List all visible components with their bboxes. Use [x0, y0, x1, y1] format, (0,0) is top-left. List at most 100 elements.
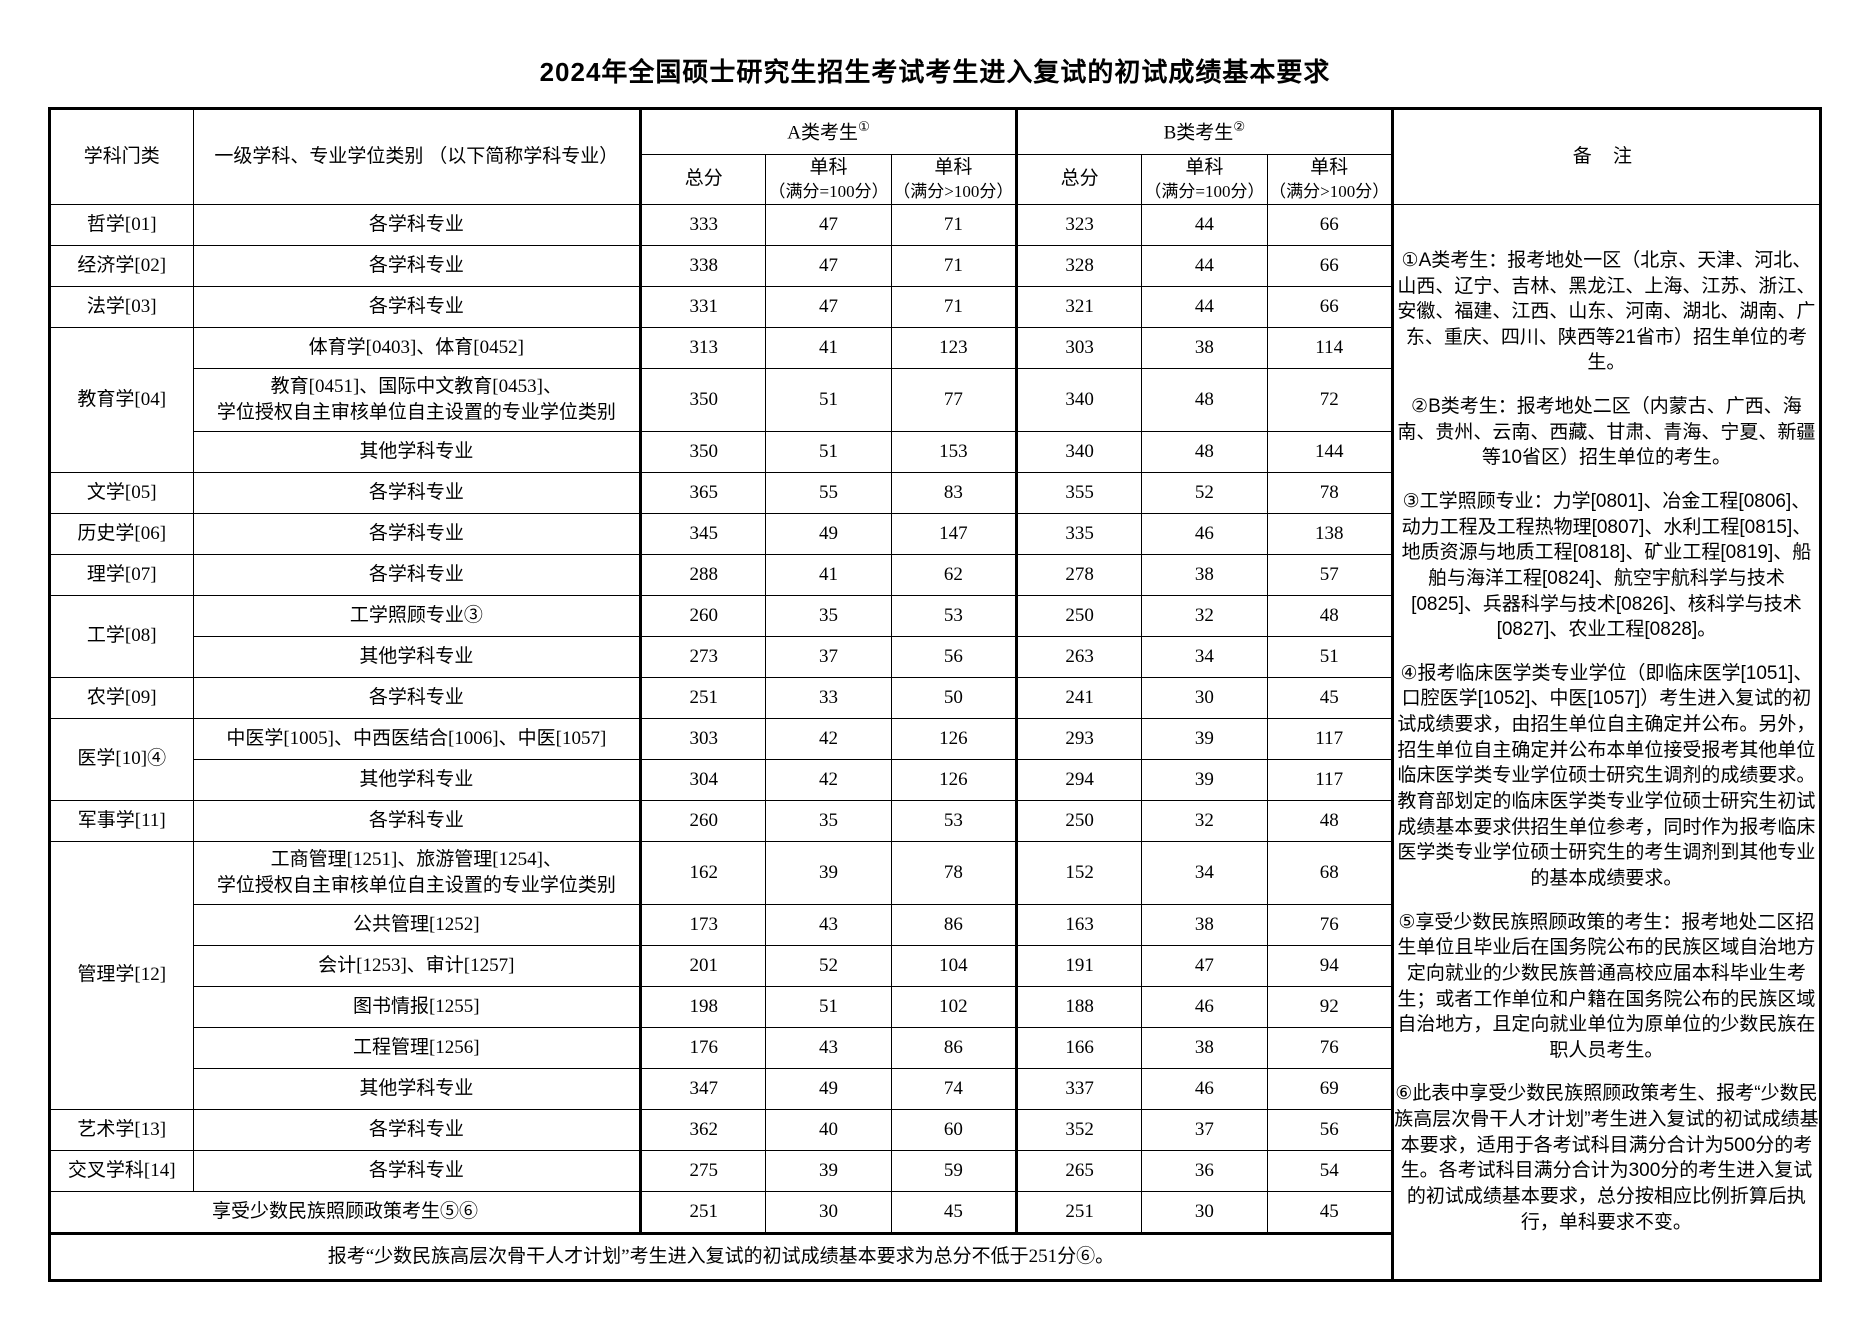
score-b-single-eq: 46 [1141, 985, 1268, 1028]
score-b-single-eq: 38 [1141, 1026, 1268, 1069]
page-title: 2024年全国硕士研究生招生考试考生进入复试的初试成绩基本要求 [539, 57, 1331, 87]
score-table-container: 学科门类 一级学科、专业学位类别 （以下简称学科专业） A类考生① B类考生② … [0, 107, 1870, 1282]
score-a-single-eq: 51 [765, 985, 892, 1028]
remarks-cell: ①A类考生：报考地处一区（北京、天津、河北、山西、辽宁、吉林、黑龙江、上海、江苏… [1391, 203, 1822, 1281]
score-a-total: 304 [640, 758, 767, 801]
score-b-single-eq: 39 [1141, 717, 1268, 760]
category-cell: 医学[10]④ [49, 717, 194, 801]
score-b-single-eq: 44 [1141, 203, 1268, 246]
major-cell: 会计[1253]、审计[1257] [192, 944, 643, 987]
major-cell: 工程管理[1256] [192, 1026, 643, 1069]
major-line: 各学科专业 [368, 563, 464, 585]
header-row-sub: 总分 单科 （满分=100分） 单科 （满分>100分） 总分 单科 （满分=1… [50, 154, 1821, 205]
score-a-total: 345 [640, 512, 767, 555]
score-b-single-gt: 76 [1266, 1026, 1394, 1069]
score-a-single-gt: 123 [890, 326, 1018, 369]
table-row: 教育学[04] 体育学[0403]、体育[0452] 313 41 123 303 38 11… [49, 326, 1821, 473]
table-row: 工程管理[1256] 176 43 86 166 38 76 [50, 1026, 1821, 1069]
major-line: 图书情报[1255] [352, 995, 480, 1017]
header-group-b-sup: ② [1233, 119, 1246, 135]
score-a-single-gt: 83 [890, 471, 1018, 514]
score-b-total: 355 [1015, 471, 1143, 514]
major-line: 工商管理[1251]、旅游管理[1254]、 [270, 848, 562, 870]
score-b-single-gt: 117 [1266, 758, 1394, 801]
score-b-total: 265 [1015, 1149, 1143, 1192]
table-body: 哲学[01] 各学科专业 333 47 71 323 44 66 ①A类考生：报考地处一区（北京… [48, 203, 1822, 1281]
table-row: 法学[03] 各学科专业 331 47 71 321 44 66 [49, 285, 1821, 328]
major-line: 其他学科专业 [359, 645, 474, 667]
score-b-single-gt: 48 [1266, 594, 1394, 637]
header-b-single-gt: 单科 （满分>100分） [1266, 154, 1394, 205]
score-a-total: 362 [640, 1108, 767, 1151]
score-b-total: 340 [1015, 367, 1143, 432]
table-row: 其他学科专业 304 42 126 294 39 117 [50, 758, 1821, 801]
score-b-total: 250 [1015, 799, 1143, 842]
category-cell: 工学[08] [49, 594, 194, 678]
score-b-single-eq: 38 [1141, 326, 1268, 369]
score-b-total: 166 [1015, 1026, 1143, 1069]
major-cell: 各学科专业 [192, 512, 643, 555]
category-cell: 经济学[02] [49, 244, 194, 287]
category-cell: 理学[07] [49, 553, 194, 596]
score-a-single-gt: 56 [890, 635, 1018, 678]
header-b-single-eq-l2: （满分=100分） [1144, 181, 1265, 201]
score-b-total: 352 [1015, 1108, 1143, 1151]
score-b-single-gt: 138 [1266, 512, 1394, 555]
table-row: 享受少数民族照顾政策考生⑤⑥ 251 30 45 251 30 45 [48, 1190, 1821, 1235]
major-cell: 工学照顾专业③ [192, 594, 643, 637]
score-a-single-gt: 102 [890, 985, 1018, 1028]
score-a-single-eq: 55 [765, 471, 892, 514]
major-line: 公共管理[1252] [352, 913, 480, 935]
category-cell: 军事学[11] [49, 799, 194, 842]
score-a-total: 260 [640, 799, 767, 842]
score-a-total: 347 [640, 1067, 767, 1110]
score-b-single-eq: 32 [1141, 594, 1268, 637]
score-a-total: 260 [640, 594, 767, 637]
score-a-total: 176 [640, 1026, 767, 1069]
major-line: 各学科专业 [368, 295, 464, 317]
score-a-single-eq: 39 [765, 1149, 892, 1192]
score-b-total: 303 [1015, 326, 1143, 369]
score-b-single-eq: 44 [1141, 244, 1268, 287]
score-b-total: 321 [1015, 285, 1143, 328]
score-b-single-eq: 38 [1141, 553, 1268, 596]
footnote-row: 报考“少数民族高层次骨干人才计划”考生进入复试的初试成绩基本要求为总分不低于25… [49, 1232, 1821, 1281]
category-cell: 文学[05] [49, 471, 194, 514]
header-b-total: 总分 [1015, 154, 1143, 205]
score-b-single-gt: 57 [1266, 553, 1394, 596]
major-line: 各学科专业 [368, 481, 464, 503]
table-row: 理学[07] 各学科专业 288 41 62 278 38 57 [49, 553, 1821, 596]
score-a-single-gt: 59 [890, 1149, 1018, 1192]
major-line: 学位授权自主审核单位自主设置的专业学位类别 [216, 874, 616, 896]
score-a-single-gt: 153 [890, 430, 1018, 473]
score-a-total: 251 [640, 676, 767, 719]
score-b-single-gt: 92 [1266, 985, 1394, 1028]
remark-note-3: ③工学照顾专业：力学[0801]、冶金工程[0806]、动力工程及工程热物理[0… [1401, 490, 1812, 641]
score-a-single-gt: 77 [890, 367, 1018, 432]
major-line: 各学科专业 [368, 522, 464, 544]
score-a-single-eq: 33 [765, 676, 892, 719]
score-b-total: 263 [1015, 635, 1143, 678]
score-b-single-gt: 45 [1266, 676, 1394, 719]
header-a-single-eq-l2: （满分=100分） [768, 181, 889, 201]
score-b-total: 340 [1015, 430, 1143, 473]
major-cell: 各学科专业 [192, 553, 643, 596]
score-a-single-eq: 47 [765, 285, 892, 328]
score-a-total: 173 [640, 903, 767, 946]
score-a-total: 313 [640, 326, 767, 369]
header-a-single-eq: 单科 （满分=100分） [765, 154, 892, 205]
score-a-single-eq: 43 [765, 903, 892, 946]
score-b-total: 328 [1015, 244, 1143, 287]
score-a-single-eq: 51 [765, 367, 892, 432]
table-row: 会计[1253]、审计[1257] 201 52 104 191 47 94 [50, 944, 1821, 987]
major-cell: 各学科专业 [192, 203, 643, 246]
remark-note-6: ⑥此表中享受少数民族照顾政策考生、报考“少数民族高层次骨干人才计划”考生进入复试… [1394, 1083, 1819, 1233]
header-group-a-label: A类考生 [787, 121, 858, 143]
score-a-single-eq: 47 [765, 203, 892, 246]
remark-note-5: ⑤享受少数民族照顾政策的考生：报考地处二区招生单位且毕业后在国务院公布的民族区域… [1397, 911, 1816, 1061]
score-b-single-gt: 144 [1266, 430, 1394, 473]
major-cell: 各学科专业 [192, 285, 643, 328]
major-line: 各学科专业 [368, 1159, 464, 1181]
score-a-single-gt: 71 [890, 244, 1018, 287]
score-b-single-gt: 76 [1266, 903, 1394, 946]
